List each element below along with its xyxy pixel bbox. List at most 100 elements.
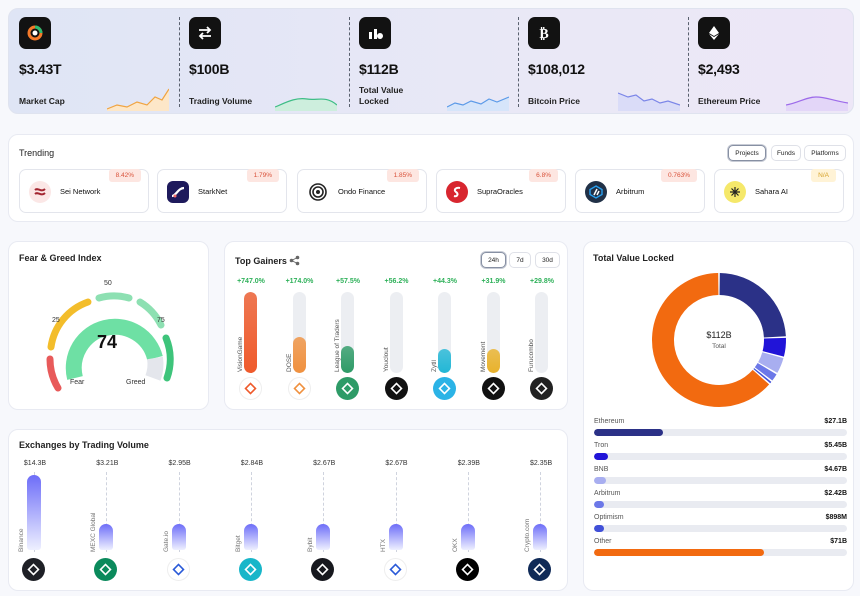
stat-market-cap[interactable]: $3.43T Market Cap: [9, 9, 179, 115]
fear-greed-gauge: [46, 292, 174, 392]
tab-projects[interactable]: Projects: [728, 145, 766, 161]
tab-24h[interactable]: 24h: [481, 252, 506, 268]
exchange-volume: $3.21B: [96, 460, 119, 467]
exchange-volume: $2.39B: [457, 460, 480, 467]
tab-funds[interactable]: Funds: [771, 145, 801, 161]
trending-item-sei-network[interactable]: Sei Network 8.42%: [19, 169, 149, 213]
exchange-bar: [171, 524, 186, 550]
exchange-bar: [99, 524, 114, 550]
tvl-chain-name: Other: [594, 538, 612, 545]
arbitrum-logo-icon: [585, 181, 607, 203]
sparkline: [786, 96, 848, 111]
sahara-logo-icon: [724, 181, 746, 203]
gainer-label: Furucombo: [528, 339, 535, 372]
tvl-bar-track: [594, 525, 847, 532]
top-gainers-panel: Top Gainers 24h 7d 30d +747.0% VisionGame…: [224, 241, 568, 410]
exchange-volume: $2.67B: [385, 460, 408, 467]
exchange-volume: $2.35B: [530, 460, 553, 467]
stat-bitcoin-price[interactable]: ₿ $108,012 Bitcoin Price: [518, 9, 688, 115]
starknet-logo-icon: [167, 181, 189, 203]
stat-label: Trading Volume: [189, 96, 253, 106]
tab-7d[interactable]: 7d: [509, 252, 531, 268]
donut-slice-ethereum[interactable]: [719, 273, 786, 338]
gainer-label: Youclout: [382, 347, 390, 372]
gainer-bar: [486, 348, 500, 373]
stat-label: Locked: [359, 96, 389, 106]
ethereum-icon: [698, 17, 730, 49]
tvl-donut-chart: [652, 273, 786, 407]
fear-greed-title: Fear & Greed Index: [19, 253, 102, 263]
tvl-chain-value: $2.42B: [824, 490, 847, 497]
trending-item-change: 8.42%: [108, 169, 141, 182]
stat-trading-volume[interactable]: $100B Trading Volume: [179, 9, 349, 115]
sparkline: [275, 98, 337, 111]
trending-panel: Trending Projects Funds Platforms Sei Ne…: [8, 134, 854, 222]
sparkline: [107, 88, 169, 111]
stat-ethereum-price[interactable]: $2,493 Ethereum Price: [688, 9, 855, 115]
gainer-change: +56.2%: [384, 278, 409, 285]
donut-slice-optimism[interactable]: [753, 368, 772, 384]
gainer-label: Movement: [479, 341, 487, 372]
stat-value: $112B: [359, 61, 399, 77]
dose-logo-icon: [287, 377, 311, 400]
gainer-change: +31.9%: [481, 278, 506, 285]
donut-slice-arbitrum[interactable]: [754, 362, 777, 381]
trending-item-change: N/A: [811, 169, 836, 182]
tvl-center-value: $112B: [706, 330, 732, 340]
gainer-bar-track: [486, 292, 500, 373]
greed-label: Greed: [126, 379, 146, 386]
tvl-bar-track: [594, 453, 847, 460]
tvl-chain-name: Optimism: [594, 514, 624, 521]
fear-greed-value: 74: [97, 332, 118, 352]
mexc-global-logo-icon: [94, 558, 118, 581]
trending-item-label: Sahara AI: [755, 187, 788, 196]
gauge-tick-50: 50: [104, 280, 112, 287]
donut-slice-tron[interactable]: [762, 337, 786, 357]
exchanges-panel: Exchanges by Trading Volume $14.3B Binanc…: [8, 429, 568, 591]
gainer-label: VisionGame: [237, 336, 244, 372]
trending-item-ondo-finance[interactable]: Ondo Finance 1.85%: [297, 169, 427, 213]
trending-item-arbitrum[interactable]: Arbitrum 0.763%: [575, 169, 705, 213]
visiongame-logo-icon: [239, 377, 262, 400]
exchange-guide-line: [395, 472, 397, 552]
exchange-label: HTX: [379, 539, 387, 552]
tvl-center-label: Total: [712, 343, 726, 350]
gainer-bar: [341, 346, 354, 373]
exchange-guide-line: [323, 472, 325, 552]
share-icon[interactable]: [289, 255, 300, 266]
trending-item-change: 6.8%: [529, 169, 558, 182]
trending-item-label: Ondo Finance: [338, 187, 386, 196]
tvl-panel: Total Value Locked $112B Total Ethereum $…: [583, 241, 854, 591]
tvl-chain-value: $71B: [830, 538, 847, 545]
tvl-chain-name: Ethereum: [594, 418, 625, 425]
furucombo-logo-icon: [530, 377, 553, 400]
gainer-bar-track: [341, 292, 354, 373]
tab-30d[interactable]: 30d: [535, 252, 560, 268]
gainer-bar-track: [292, 292, 306, 373]
zytll-logo-icon: [433, 377, 456, 400]
stat-label: Total Value: [359, 85, 404, 95]
trending-item-supraoracles[interactable]: SupraOracles 6.8%: [436, 169, 566, 213]
stat-value: $3.43T: [19, 61, 62, 77]
tab-platforms[interactable]: Platforms: [804, 145, 846, 161]
gate-io-logo-icon: [166, 558, 190, 581]
stat-label: Ethereum Price: [698, 96, 761, 106]
gainer-label: DOSE: [285, 353, 293, 372]
exchange-label: Bybit: [307, 537, 315, 552]
exchange-volume: $2.84B: [240, 460, 263, 467]
ondo-logo-icon: [307, 181, 329, 203]
okx-logo-icon: [455, 558, 479, 581]
exchange-bar: [533, 524, 548, 550]
tvl-bar: [594, 525, 604, 532]
donut-slice-other[interactable]: [652, 273, 770, 407]
exchange-guide-line: [540, 472, 542, 552]
trending-item-sahara-ai[interactable]: Sahara AI N/A: [714, 169, 844, 213]
trending-item-starknet[interactable]: StarkNet 1.79%: [157, 169, 287, 213]
stat-total-value-locked[interactable]: $112B Total Value Locked: [349, 9, 519, 115]
gainer-bar-track: [438, 292, 451, 373]
tvl-chain-name: Tron: [594, 442, 609, 449]
donut-slice-bnb[interactable]: [758, 351, 784, 373]
divider: [349, 17, 350, 107]
gainer-change: +44.3%: [433, 278, 457, 285]
exchange-volume: $2.95B: [168, 460, 191, 467]
